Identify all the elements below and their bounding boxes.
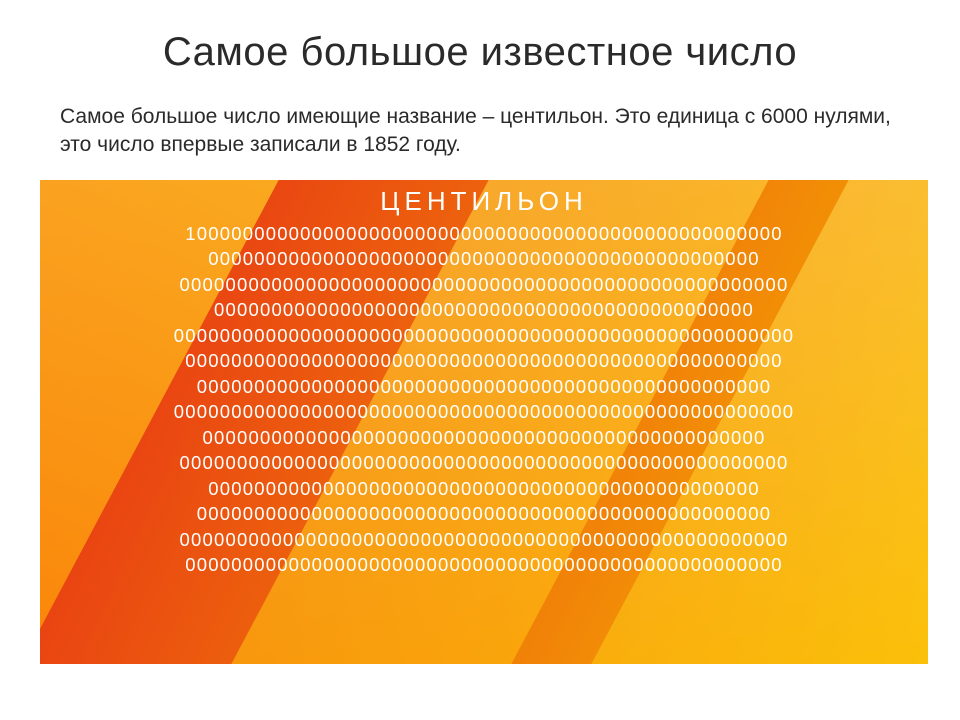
zeros-line: 0000000000000000000000000000000000000000… <box>185 352 782 371</box>
slide-subtitle: Самое большое число имеющие название – ц… <box>60 103 900 160</box>
zeros-line: 0000000000000000000000000000000000000000… <box>180 276 789 295</box>
slide-title: Самое большое известное число <box>40 30 920 75</box>
zeros-line: 0000000000000000000000000000000000000000… <box>208 250 759 269</box>
centillion-graphic: ЦЕНТИЛЬОН 100000000000000000000000000000… <box>40 180 928 664</box>
zeros-line: 0000000000000000000000000000000000000000… <box>203 429 766 448</box>
zeros-line: 0000000000000000000000000000000000000000… <box>197 505 771 524</box>
zeros-line: 1000000000000000000000000000000000000000… <box>185 225 782 244</box>
slide: Самое большое известное число Самое боль… <box>0 0 960 720</box>
zeros-line: 0000000000000000000000000000000000000000… <box>208 480 759 499</box>
graphic-heading: ЦЕНТИЛЬОН <box>380 186 587 217</box>
graphic-content: ЦЕНТИЛЬОН 100000000000000000000000000000… <box>40 180 928 664</box>
zeros-line: 0000000000000000000000000000000000000000… <box>174 327 794 346</box>
zeros-line: 0000000000000000000000000000000000000000… <box>180 531 789 550</box>
zeros-lines: 1000000000000000000000000000000000000000… <box>174 225 794 575</box>
zeros-line: 0000000000000000000000000000000000000000… <box>214 301 754 320</box>
zeros-line: 0000000000000000000000000000000000000000… <box>180 454 789 473</box>
zeros-line: 0000000000000000000000000000000000000000… <box>185 556 782 575</box>
zeros-line: 0000000000000000000000000000000000000000… <box>174 403 794 422</box>
zeros-line: 0000000000000000000000000000000000000000… <box>197 378 771 397</box>
